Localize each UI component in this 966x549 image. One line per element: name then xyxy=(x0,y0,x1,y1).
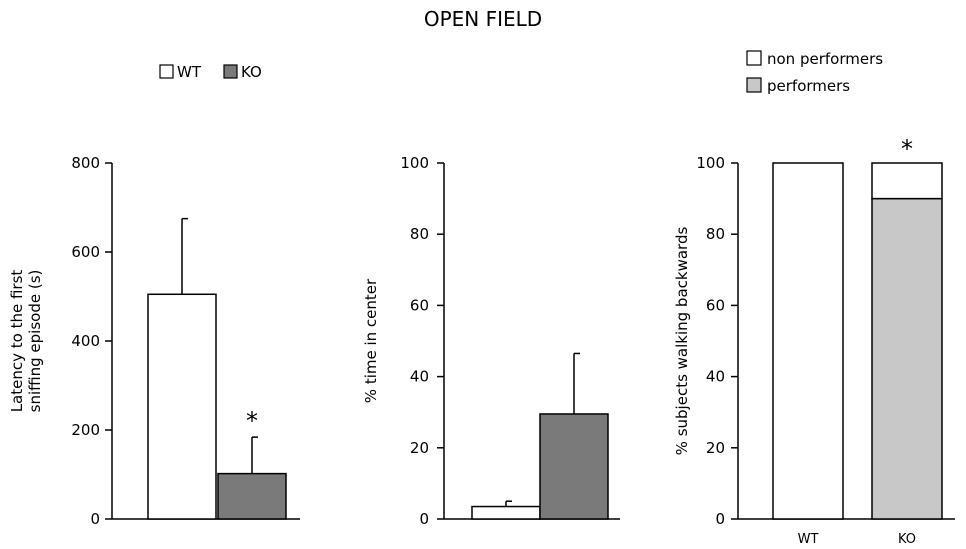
y-axis-label: % time in center xyxy=(362,278,380,403)
legend-label-performers: performers xyxy=(767,77,850,95)
y-tick-label: 40 xyxy=(706,368,725,386)
y-tick-label: 20 xyxy=(706,439,725,457)
legend-label-wt: WT xyxy=(177,63,202,81)
y-tick-label: 400 xyxy=(71,332,100,350)
legend-swatch-performers xyxy=(746,77,762,93)
y-tick-label: 0 xyxy=(90,510,100,528)
bar-wt xyxy=(471,505,541,520)
y-tick-label: 0 xyxy=(715,510,725,528)
y-tick-label: 0 xyxy=(419,510,429,528)
walking-backwards-chart: 0 20 40 60 80 100 % subjects walking backwards… xyxy=(673,135,955,547)
y-tick-label: 40 xyxy=(410,368,429,386)
bar-ko xyxy=(539,413,609,520)
legend-swatch-non-performers xyxy=(746,50,762,66)
y-tick-label: 200 xyxy=(71,421,100,439)
y-axis-label-line1: Latency to the first xyxy=(8,270,26,413)
legend-performance: non performers performers xyxy=(746,50,883,95)
y-tick-label: 100 xyxy=(400,154,429,172)
legend-label-ko: KO xyxy=(241,63,262,81)
bar-non-performers-ko xyxy=(871,162,943,200)
latency-chart: 0 200 400 600 800 Latency to the first sniffin… xyxy=(8,154,300,528)
significance-marker: * xyxy=(901,135,913,163)
legend-swatch-ko xyxy=(223,64,238,79)
x-tick-label-wt: WT xyxy=(798,532,819,547)
bar-ko xyxy=(217,472,287,520)
y-tick-label: 80 xyxy=(706,225,725,243)
figure-title: OPEN FIELD xyxy=(424,7,542,31)
bar-performers-ko xyxy=(871,197,943,520)
legend-genotype: WT KO xyxy=(159,63,262,81)
legend-label-non-performers: non performers xyxy=(767,50,883,68)
y-tick-label: 60 xyxy=(706,296,725,314)
y-tick-label: 800 xyxy=(71,154,100,172)
time-in-center-chart: 0 20 40 60 80 100 % time in center xyxy=(362,154,620,528)
x-tick-label-ko: KO xyxy=(898,532,916,547)
significance-marker: * xyxy=(246,407,258,435)
y-axis-label-line2: sniffing episode (s) xyxy=(26,270,44,413)
legend-swatch-wt xyxy=(159,64,174,79)
y-axis-label: % subjects walking backwards xyxy=(673,227,691,456)
y-tick-label: 80 xyxy=(410,225,429,243)
y-tick-label: 100 xyxy=(696,154,725,172)
y-tick-label: 60 xyxy=(410,296,429,314)
bar-non-performers-wt xyxy=(772,162,844,520)
y-tick-label: 600 xyxy=(71,243,100,261)
y-tick-label: 20 xyxy=(410,439,429,457)
bar-wt xyxy=(147,293,217,520)
